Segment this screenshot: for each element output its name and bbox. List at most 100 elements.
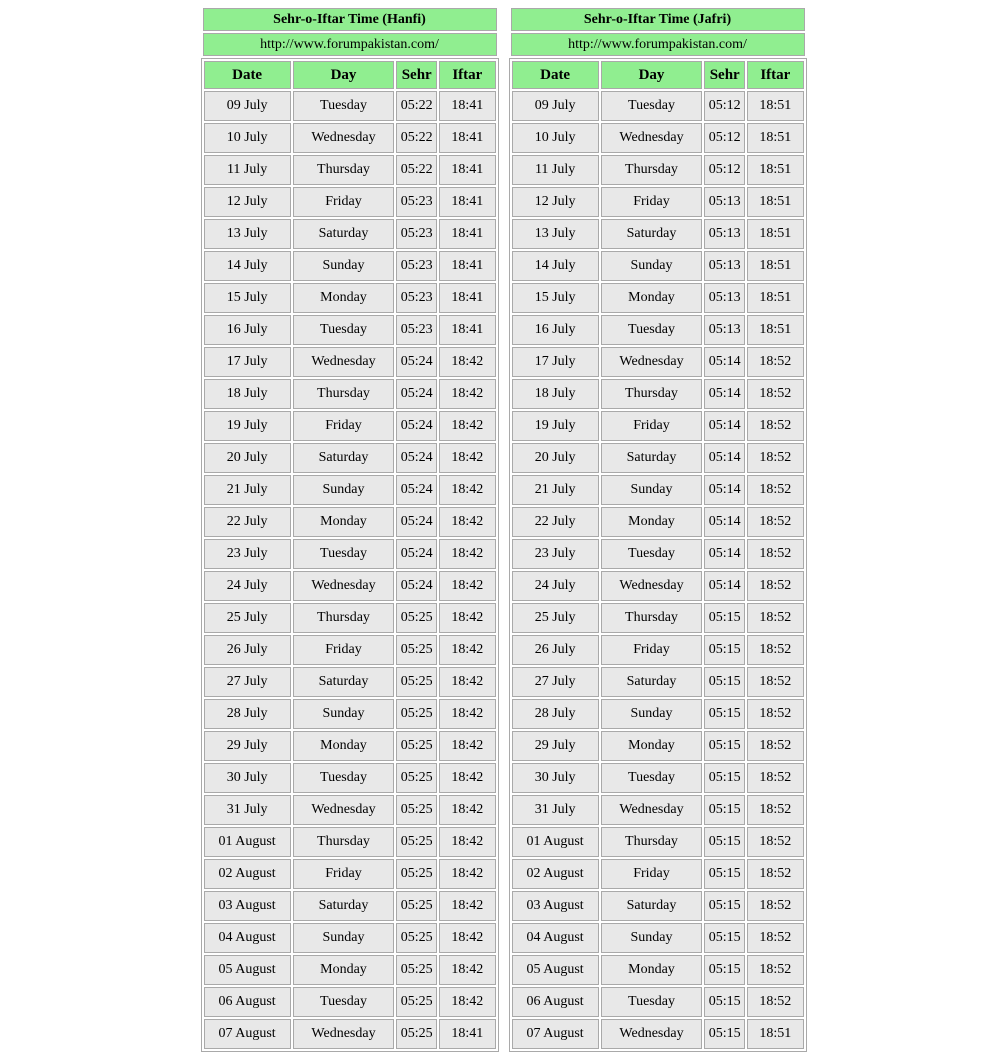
hanfi-column-header-iftar: Iftar: [439, 61, 496, 89]
table-cell: Saturday: [600, 891, 703, 921]
table-cell: 18 July: [511, 379, 599, 409]
table-cell: 04 August: [511, 923, 599, 953]
table-row: 11 July Thursday 05:22 18:41: [203, 155, 496, 185]
table-cell: 05 August: [203, 955, 291, 985]
table-cell: Friday: [600, 635, 703, 665]
table-row: 03 August Saturday 05:15 18:52: [511, 891, 804, 921]
table-cell: Sunday: [600, 251, 703, 281]
table-cell: 18:41: [439, 187, 496, 217]
table-cell: 18:52: [747, 411, 804, 441]
table-cell: 05:14: [704, 475, 746, 505]
table-cell: Thursday: [292, 827, 395, 857]
table-cell: 18 July: [203, 379, 291, 409]
table-cell: Monday: [600, 955, 703, 985]
table-cell: 23 July: [511, 539, 599, 569]
table-row: 11 July Thursday 05:12 18:51: [511, 155, 804, 185]
table-row: 23 July Tuesday 05:24 18:42: [203, 539, 496, 569]
table-cell: Wednesday: [600, 571, 703, 601]
table-cell: 18:52: [747, 827, 804, 857]
table-cell: 18:41: [439, 219, 496, 249]
hanfi-title-row: Sehr-o-Iftar Time (Hanfi): [202, 8, 497, 31]
table-cell: Wednesday: [292, 1019, 395, 1049]
table-cell: 27 July: [511, 667, 599, 697]
table-cell: Saturday: [292, 443, 395, 473]
table-row: 03 August Saturday 05:25 18:42: [203, 891, 496, 921]
table-cell: Thursday: [292, 155, 395, 185]
table-row: 14 July Sunday 05:13 18:51: [511, 251, 804, 281]
table-row: 04 August Sunday 05:25 18:42: [203, 923, 496, 953]
table-cell: Monday: [600, 731, 703, 761]
table-row: 04 August Sunday 05:15 18:52: [511, 923, 804, 953]
table-cell: 05:24: [396, 539, 438, 569]
table-cell: 07 August: [203, 1019, 291, 1049]
table-row: 01 August Thursday 05:15 18:52: [511, 827, 804, 857]
jafri-column-header-sehr: Sehr: [704, 61, 746, 89]
table-row: 19 July Friday 05:24 18:42: [203, 411, 496, 441]
table-cell: 05:25: [396, 699, 438, 729]
table-cell: Tuesday: [292, 987, 395, 1017]
table-row: 30 July Tuesday 05:25 18:42: [203, 763, 496, 793]
hanfi-table-body: 09 July Tuesday 05:22 18:41 10 July Wednesday…: [203, 91, 496, 1049]
table-cell: Thursday: [292, 603, 395, 633]
table-cell: 18:52: [747, 507, 804, 537]
table-cell: 14 July: [511, 251, 599, 281]
table-cell: 05:15: [704, 635, 746, 665]
table-cell: 18:52: [747, 763, 804, 793]
table-cell: 29 July: [511, 731, 599, 761]
table-cell: 18:42: [439, 571, 496, 601]
jafri-table-title: Sehr-o-Iftar Time (Jafri): [510, 8, 805, 31]
table-cell: 06 August: [511, 987, 599, 1017]
hanfi-panel: Sehr-o-Iftar Time (Hanfi) http://www.for…: [200, 6, 499, 1052]
table-cell: 20 July: [203, 443, 291, 473]
table-row: 10 July Wednesday 05:22 18:41: [203, 123, 496, 153]
table-cell: 18:42: [439, 347, 496, 377]
table-cell: 05:24: [396, 379, 438, 409]
table-cell: 05:25: [396, 1019, 438, 1049]
jafri-table-body: 09 July Tuesday 05:12 18:51 10 July Wednesday…: [511, 91, 804, 1049]
table-cell: 16 July: [203, 315, 291, 345]
table-cell: Thursday: [600, 379, 703, 409]
table-cell: 05:15: [704, 891, 746, 921]
jafri-column-header-day: Day: [600, 61, 703, 89]
table-cell: 18:42: [439, 699, 496, 729]
table-cell: 18:42: [439, 507, 496, 537]
table-cell: 18:52: [747, 443, 804, 473]
table-cell: Friday: [600, 411, 703, 441]
table-cell: 24 July: [511, 571, 599, 601]
hanfi-site-url: http://www.forumpakistan.com/: [202, 33, 497, 56]
table-cell: Sunday: [292, 475, 395, 505]
table-cell: Tuesday: [292, 763, 395, 793]
table-row: 12 July Friday 05:13 18:51: [511, 187, 804, 217]
table-cell: 31 July: [511, 795, 599, 825]
table-cell: 22 July: [203, 507, 291, 537]
table-cell: 05:25: [396, 763, 438, 793]
table-cell: Wednesday: [600, 1019, 703, 1049]
table-cell: 23 July: [203, 539, 291, 569]
table-cell: 18:42: [439, 923, 496, 953]
table-cell: 05:25: [396, 795, 438, 825]
table-cell: 18:42: [439, 635, 496, 665]
table-cell: Thursday: [600, 155, 703, 185]
table-cell: 18:51: [747, 283, 804, 313]
table-cell: 18:51: [747, 155, 804, 185]
table-row: 26 July Friday 05:15 18:52: [511, 635, 804, 665]
table-cell: 18:42: [439, 827, 496, 857]
jafri-site-url: http://www.forumpakistan.com/: [510, 33, 805, 56]
table-cell: 05:24: [396, 475, 438, 505]
table-cell: 18:42: [439, 795, 496, 825]
table-row: 24 July Wednesday 05:14 18:52: [511, 571, 804, 601]
table-row: 18 July Thursday 05:14 18:52: [511, 379, 804, 409]
table-cell: Monday: [600, 283, 703, 313]
table-cell: Sunday: [600, 923, 703, 953]
table-cell: 07 August: [511, 1019, 599, 1049]
table-cell: Monday: [292, 731, 395, 761]
table-row: 13 July Saturday 05:23 18:41: [203, 219, 496, 249]
table-row: 16 July Tuesday 05:13 18:51: [511, 315, 804, 345]
table-row: 28 July Sunday 05:25 18:42: [203, 699, 496, 729]
table-cell: 28 July: [511, 699, 599, 729]
table-cell: 20 July: [511, 443, 599, 473]
hanfi-table-title: Sehr-o-Iftar Time (Hanfi): [202, 8, 497, 31]
table-cell: 05:15: [704, 1019, 746, 1049]
table-cell: 05:15: [704, 955, 746, 985]
table-cell: Tuesday: [600, 315, 703, 345]
